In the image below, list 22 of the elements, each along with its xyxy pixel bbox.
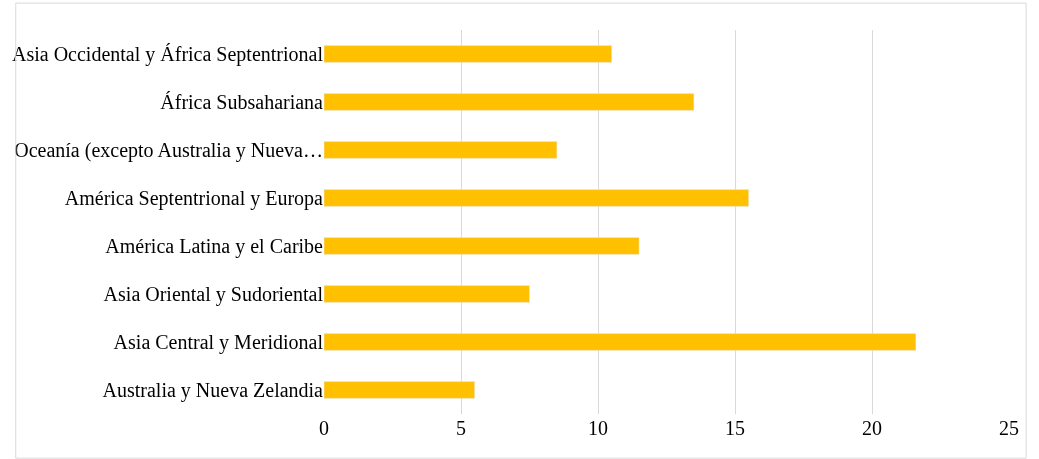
bar: [324, 189, 749, 207]
y-tick-label: América Septentrional y Europa: [64, 187, 324, 210]
bar: [324, 141, 558, 159]
x-tick-label: 20: [862, 417, 882, 439]
y-tick-label: África Subsahariana: [160, 91, 324, 113]
bar: [324, 45, 612, 63]
bar: [324, 381, 475, 399]
y-tick-label: América Latina y el Caribe: [105, 235, 324, 258]
bar: [324, 237, 640, 255]
y-tick-label: Oceanía (excepto Australia y Nueva…: [14, 139, 323, 162]
y-tick-label: Asia Oriental y Sudoriental: [103, 283, 324, 306]
x-tick-label: 0: [319, 417, 329, 439]
x-tick-label: 25: [999, 417, 1019, 439]
bar: [324, 93, 695, 111]
bar: [324, 333, 917, 351]
y-tick-label: Asia Central y Meridional: [113, 331, 324, 354]
x-tick-label: 15: [725, 417, 745, 439]
x-tick-label: 10: [588, 417, 608, 439]
y-tick-label: Asia Occidental y África Septentrional: [12, 43, 324, 66]
y-tick-label: Australia y Nueva Zelandia: [102, 379, 324, 402]
x-tick-label: 5: [456, 417, 466, 439]
bar: [324, 285, 530, 303]
